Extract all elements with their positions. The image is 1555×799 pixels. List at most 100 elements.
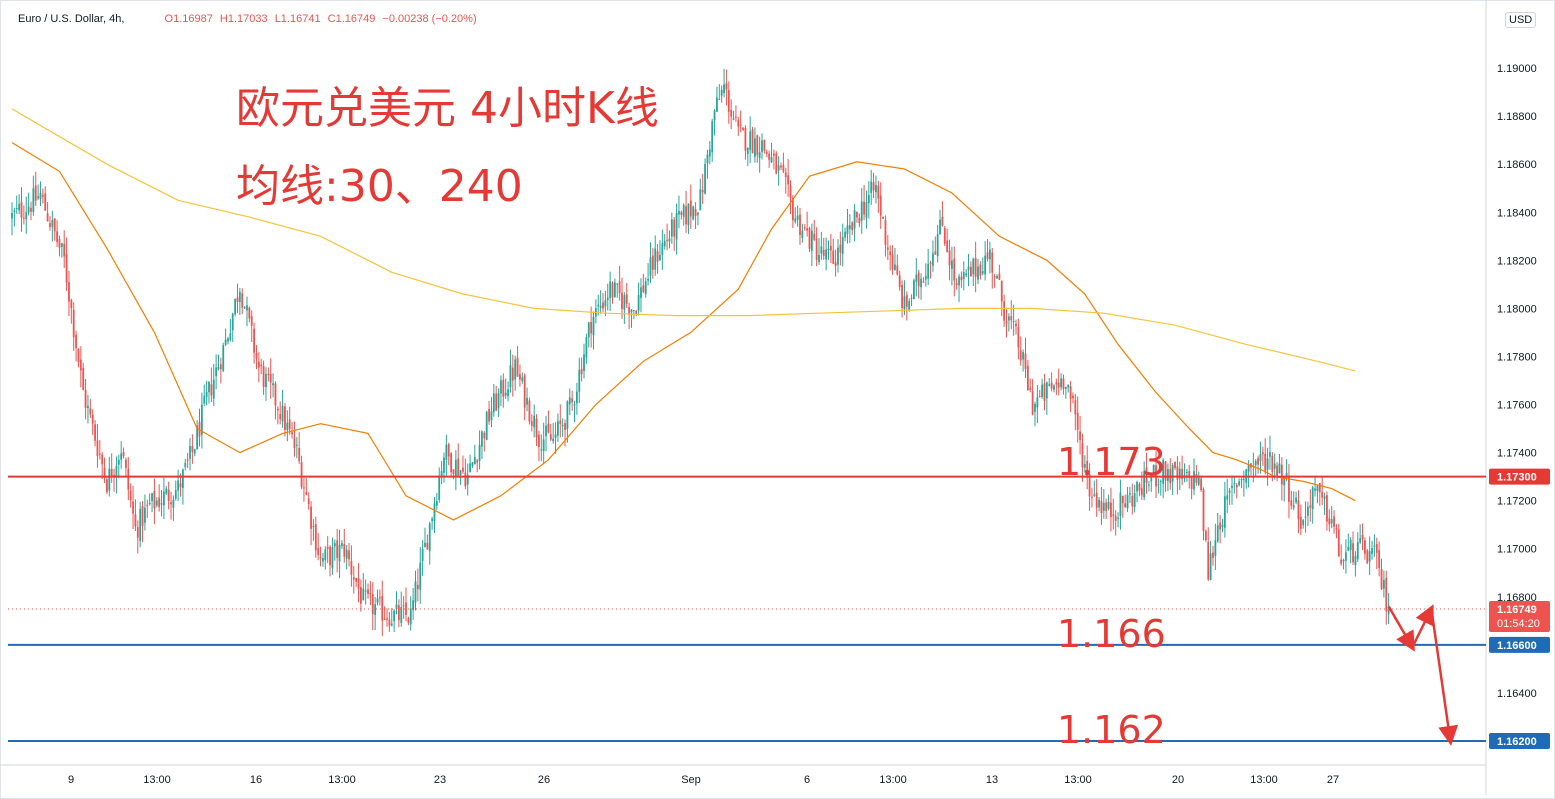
candle-body (818, 254, 820, 262)
level-price-label: 1.17300 (1497, 472, 1537, 484)
candle-body (654, 248, 657, 270)
candle-body (932, 253, 934, 266)
candle-body (41, 194, 44, 197)
currency-selector[interactable]: USD (1505, 12, 1537, 28)
candle-body (407, 617, 410, 623)
time-tick-label: 13 (986, 774, 998, 786)
candle-body (1212, 552, 1214, 558)
candle-body (1017, 327, 1020, 348)
candle-body (1209, 553, 1212, 580)
candle-body (1190, 477, 1193, 489)
candle-body (49, 223, 51, 228)
candle-body (642, 285, 645, 292)
candle-body (502, 379, 505, 397)
candle-body (896, 265, 899, 275)
candle-body (464, 472, 467, 487)
candle-body (561, 424, 564, 427)
candle-body (1152, 465, 1155, 474)
candle-body (1202, 489, 1205, 532)
candle-body (1031, 391, 1034, 415)
candle-body (51, 219, 54, 228)
candle-body (1148, 484, 1150, 486)
candle-body (711, 121, 714, 153)
candle-body (1280, 464, 1283, 485)
candle-body (777, 165, 780, 171)
candle-body (637, 294, 640, 311)
symbol-label[interactable]: Euro / U.S. Dollar, 4h, (18, 13, 125, 25)
candle-body (1347, 547, 1350, 551)
candle-body (1010, 316, 1013, 321)
candle-body (1015, 323, 1017, 327)
candle-body (431, 518, 434, 521)
candle-body (611, 283, 614, 298)
candle-body (1072, 395, 1074, 399)
candle-body (1349, 539, 1352, 550)
candle-body (735, 116, 737, 118)
ohlc-legend: Euro / U.S. Dollar, 4h, O1.16987 H1.1703… (18, 13, 481, 25)
candle-body (383, 618, 386, 620)
candle-body (1368, 551, 1371, 562)
candle-body (571, 398, 574, 403)
candle-body (701, 189, 704, 193)
candle-body (613, 282, 616, 298)
candle-body (929, 262, 932, 264)
candle-body (445, 444, 448, 460)
candle-body (60, 243, 63, 247)
candle-body (1285, 473, 1288, 479)
candle-body (898, 275, 901, 287)
candle-body (1124, 503, 1127, 508)
candle-body (106, 479, 108, 493)
candle-body (172, 499, 175, 508)
candle-body (791, 197, 794, 221)
candle-body (236, 297, 239, 302)
time-tick-label: 13:00 (328, 774, 356, 786)
candle-body (184, 462, 187, 468)
candle-body (298, 447, 301, 462)
candle-body (438, 476, 441, 500)
candle-body (84, 389, 87, 408)
candle-body (934, 251, 937, 255)
candle-body (803, 227, 806, 229)
candle-body (623, 295, 626, 310)
candle-body (1138, 483, 1141, 491)
candle-body (1060, 378, 1062, 388)
candle-body (457, 458, 460, 476)
candle-body (962, 272, 965, 280)
candle-body (1007, 316, 1010, 321)
candle-body (680, 212, 683, 215)
candle-body (521, 377, 524, 382)
candle-body (77, 348, 80, 362)
candle-body (284, 406, 286, 430)
candle-body (132, 501, 134, 514)
candle-body (428, 523, 431, 552)
candle-body (82, 367, 85, 391)
candle-body (535, 418, 538, 438)
candle-body (1100, 501, 1103, 514)
candle-body (1129, 493, 1131, 495)
candle-body (678, 210, 680, 215)
candle-body (1050, 382, 1053, 389)
price-tick-label: 1.18800 (1497, 111, 1537, 123)
candle-body (30, 207, 32, 212)
candle-body (568, 397, 571, 405)
candle-body (1176, 466, 1179, 480)
candle-body (110, 468, 113, 478)
candle-body (996, 275, 998, 279)
candle-body (1143, 471, 1146, 498)
candle-body (163, 491, 165, 506)
candle-body (647, 278, 650, 281)
candle-body (1361, 534, 1364, 540)
time-tick-label: Sep (681, 774, 701, 786)
candle-body (357, 578, 360, 589)
candle-body (775, 153, 778, 174)
time-tick-label: 13:00 (143, 774, 171, 786)
high-value: H1.17033 (219, 13, 268, 25)
candle-body (462, 467, 464, 472)
candle-body (1356, 542, 1359, 560)
candle-body (960, 276, 963, 281)
candle-body (454, 459, 457, 478)
candle-body (279, 414, 282, 420)
candle-body (1316, 486, 1319, 492)
candle-body (155, 500, 158, 506)
